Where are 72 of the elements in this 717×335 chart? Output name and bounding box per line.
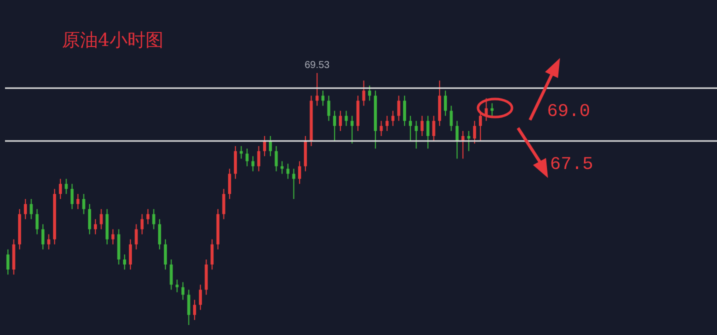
candlestick (432, 115, 436, 142)
candlestick (461, 130, 464, 160)
candlestick (246, 148, 249, 167)
candlestick (58, 178, 62, 200)
candlestick (257, 146, 260, 172)
candlestick (82, 193, 86, 215)
candlestick (181, 282, 184, 300)
candlestick (350, 115, 354, 144)
text: 69.53 (304, 60, 330, 71)
candlestick (41, 224, 44, 250)
candlestick (6, 248, 10, 276)
candlestick (234, 146, 237, 180)
candlestick (128, 238, 132, 270)
candlestick (198, 284, 202, 310)
candlestick (450, 105, 453, 132)
candlestick (321, 90, 324, 106)
candlestick (456, 120, 459, 160)
candlestick (397, 95, 400, 122)
candlestick (24, 198, 27, 220)
candlestick (76, 193, 80, 210)
candlestick (420, 115, 424, 136)
candlestick (473, 120, 476, 144)
candlestick (170, 258, 173, 290)
candlestick (490, 102, 494, 116)
candlestick (251, 156, 254, 172)
candlestick (36, 208, 39, 235)
candlestick (240, 146, 243, 160)
candlestick (70, 183, 74, 210)
candlestick (403, 95, 406, 126)
candlestick (286, 163, 290, 180)
candlestick (123, 254, 126, 270)
candlestick (327, 95, 330, 122)
candlestick (338, 110, 342, 132)
candlestick (146, 208, 150, 225)
candlestick (280, 160, 284, 174)
candlestick (158, 218, 162, 250)
candlestick (444, 90, 447, 116)
chart-title: 原油4小时图 (62, 30, 164, 51)
candlestick (391, 110, 394, 126)
candlestick (292, 168, 296, 200)
candlestick (362, 80, 366, 106)
candlestick (187, 289, 190, 326)
candlestick (414, 120, 418, 150)
candlestick (100, 208, 103, 230)
candlestick (316, 72, 319, 106)
candlestick (152, 208, 156, 230)
candlestick (298, 160, 302, 184)
candlestick (368, 85, 372, 102)
candlestick (176, 279, 179, 293)
text: 67.5 (550, 155, 594, 175)
candlestick (333, 110, 336, 142)
candlestick (94, 218, 97, 235)
candlestick (467, 130, 470, 152)
candlestick (64, 178, 68, 194)
candlestick (88, 204, 92, 235)
candlestick (344, 110, 348, 126)
candlestick (408, 115, 412, 142)
candlestick (380, 120, 383, 136)
candlestick (222, 188, 226, 220)
candlestick (111, 228, 114, 245)
candlestick (210, 238, 214, 270)
candlestick (47, 234, 50, 250)
candlestick (228, 168, 232, 200)
candlestick (274, 146, 278, 172)
candlestick (140, 214, 144, 235)
text: 69.0 (547, 102, 590, 122)
candlestick (193, 299, 196, 320)
candlestick (426, 115, 430, 150)
candlestick (30, 198, 33, 220)
candlestick (164, 238, 167, 270)
candlestick (134, 224, 138, 250)
candlestick (386, 115, 389, 132)
